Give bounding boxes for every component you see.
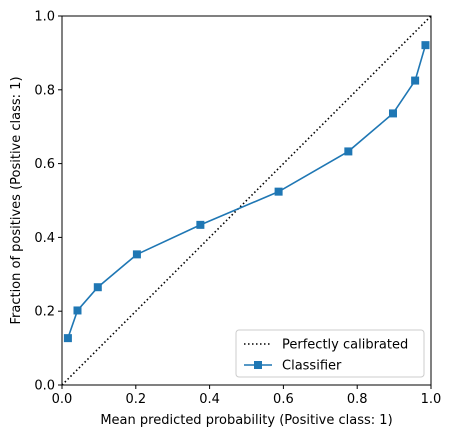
x-tick-label: 0.4: [199, 392, 220, 407]
series-layer: [62, 16, 431, 385]
legend-box: [235, 329, 425, 378]
y-tick-label: 0.6: [34, 157, 55, 172]
x-axis-label: Mean predicted probability (Positive cla…: [100, 413, 392, 428]
y-tick-label: 1.0: [34, 10, 55, 25]
data-point: [344, 147, 353, 156]
y-axis-label: Fraction of positives (Positive class: 1…: [9, 76, 24, 324]
data-point: [421, 41, 430, 50]
x-axis: 0.0 0.2 0.4 0.6 0.8 1.0: [52, 385, 442, 407]
data-point: [388, 109, 397, 118]
legend: Perfectly calibrated Classifier: [235, 329, 425, 378]
series-line-classifier: [67, 44, 427, 339]
data-point: [196, 220, 205, 229]
y-tick-label: 0.8: [34, 83, 55, 98]
data-point: [93, 283, 102, 292]
series-line-perfectly-calibrated: [62, 16, 431, 385]
legend-marker-classifier: [254, 361, 262, 369]
data-point: [63, 334, 72, 343]
data-point: [132, 250, 141, 259]
x-tick-label: 0.2: [125, 392, 146, 407]
data-point: [411, 76, 420, 85]
x-tick-label: 0.6: [273, 392, 294, 407]
y-tick-label: 0.4: [34, 231, 55, 246]
data-point: [73, 306, 82, 315]
y-axis: 0.0 0.2 0.4 0.6 0.8 1.0: [34, 10, 62, 394]
y-tick-label: 0.2: [34, 305, 55, 320]
y-tick-label: 0.0: [34, 379, 55, 394]
legend-label-perfectly-calibrated: Perfectly calibrated: [282, 338, 408, 353]
plot-frame: [61, 15, 432, 386]
x-tick-label: 0.8: [347, 392, 368, 407]
data-point: [274, 187, 283, 196]
x-tick-label: 0.0: [52, 392, 73, 407]
legend-label-classifier: Classifier: [282, 359, 342, 374]
x-tick-label: 1.0: [421, 392, 442, 407]
